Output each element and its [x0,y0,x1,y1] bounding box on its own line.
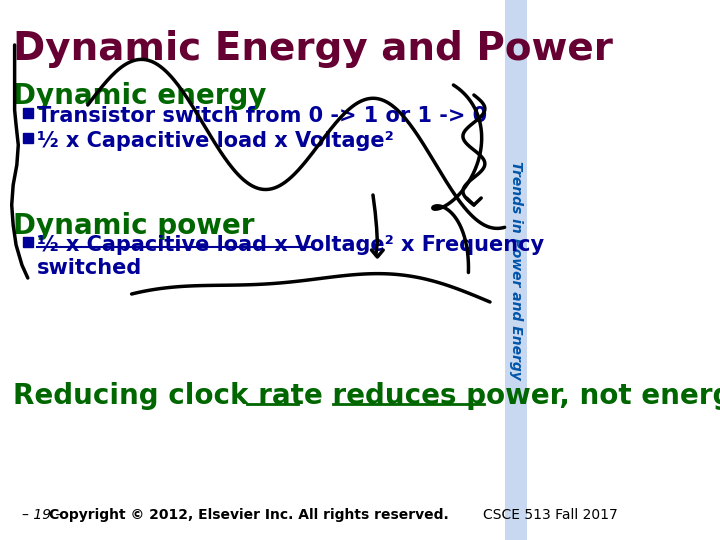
Text: Trends in Power and Energy: Trends in Power and Energy [508,160,523,380]
Text: CSCE 513 Fall 2017: CSCE 513 Fall 2017 [482,508,618,522]
Text: Dynamic energy: Dynamic energy [13,82,266,110]
Text: – 19 –: – 19 – [22,508,63,522]
Text: ½ x Capacitive load x Voltage²: ½ x Capacitive load x Voltage² [37,131,393,151]
Text: Copyright © 2012, Elsevier Inc. All rights reserved.: Copyright © 2012, Elsevier Inc. All righ… [49,508,449,522]
Text: Reducing clock rate reduces power, not energy: Reducing clock rate reduces power, not e… [13,382,720,410]
FancyBboxPatch shape [505,0,526,540]
Text: Dynamic power: Dynamic power [13,212,255,240]
Text: Transistor switch from 0 -> 1 or 1 -> 0: Transistor switch from 0 -> 1 or 1 -> 0 [37,106,487,126]
Text: Dynamic Energy and Power: Dynamic Energy and Power [13,30,613,68]
Text: ½ x Capacitive load x Voltage² x Frequency: ½ x Capacitive load x Voltage² x Frequen… [37,235,544,255]
Text: switched: switched [37,258,142,278]
